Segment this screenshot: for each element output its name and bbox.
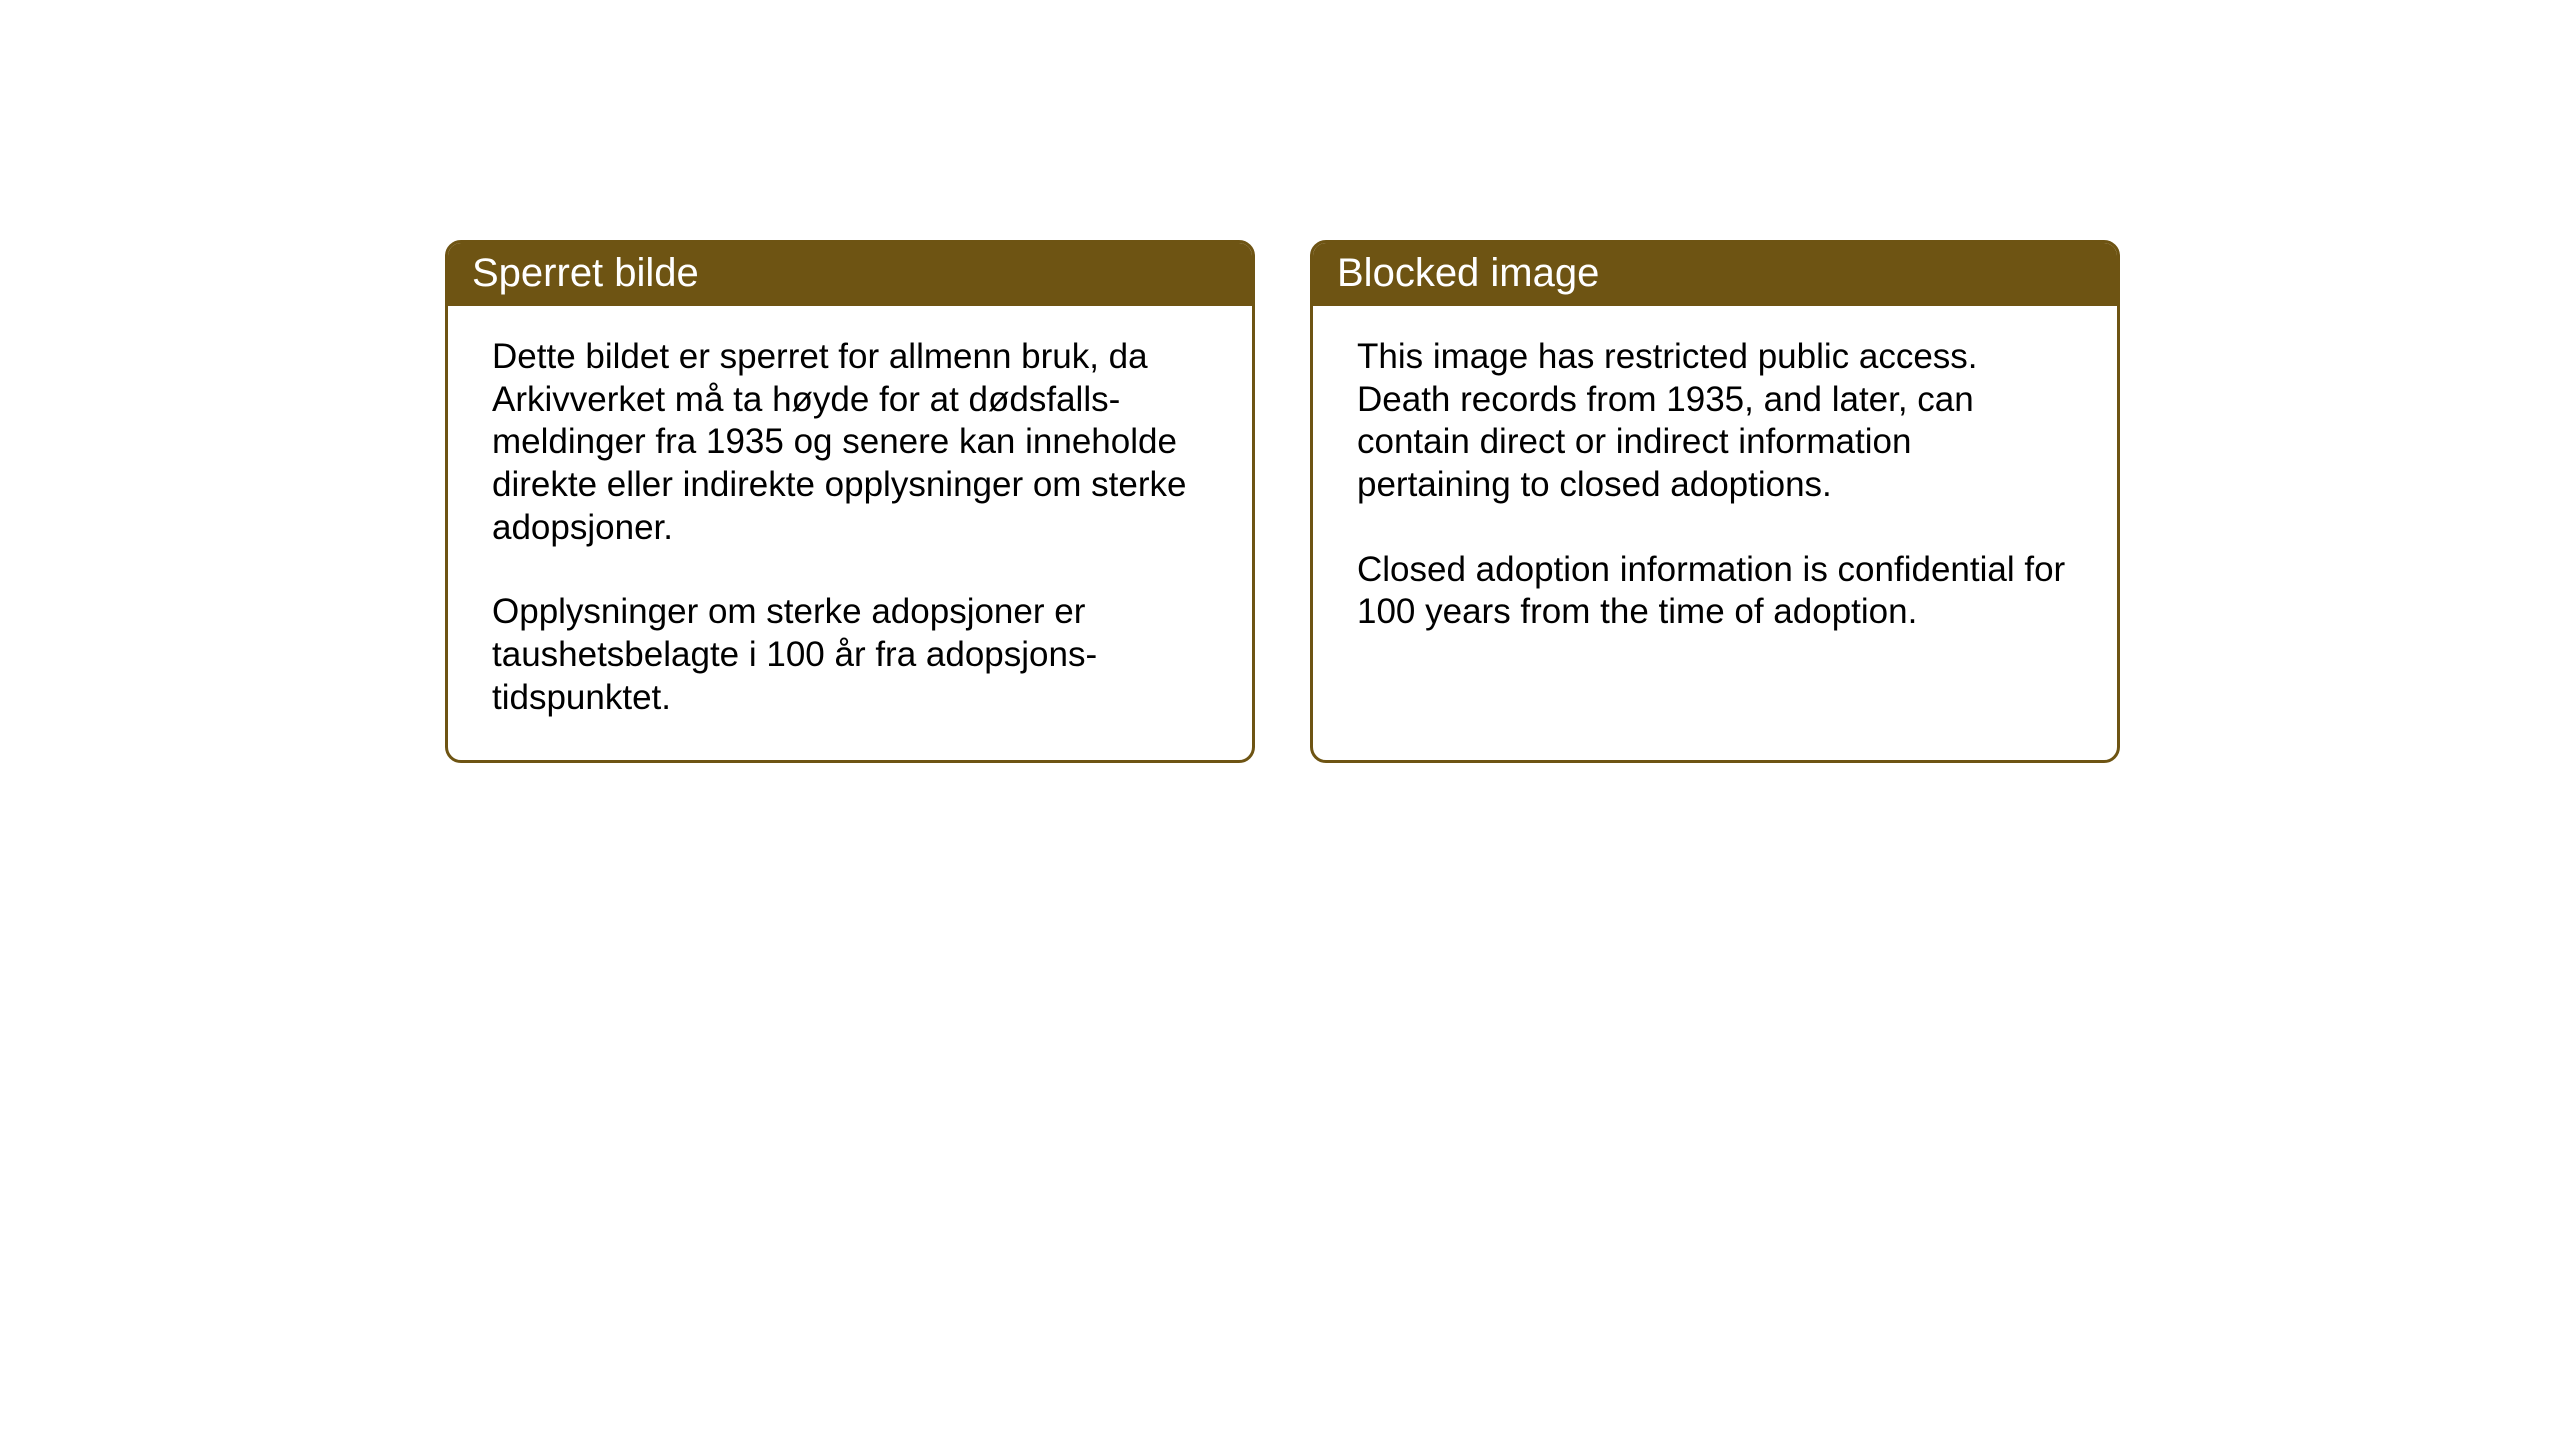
english-paragraph-1: This image has restricted public access.… bbox=[1357, 336, 2073, 507]
norwegian-paragraph-2: Opplysninger om sterke adopsjoner er tau… bbox=[492, 591, 1208, 719]
english-message-box: Blocked image This image has restricted … bbox=[1310, 240, 2120, 763]
norwegian-message-box: Sperret bilde Dette bildet er sperret fo… bbox=[445, 240, 1255, 763]
english-message-title: Blocked image bbox=[1313, 243, 2117, 306]
norwegian-message-title: Sperret bilde bbox=[448, 243, 1252, 306]
notice-container: Sperret bilde Dette bildet er sperret fo… bbox=[445, 240, 2120, 763]
norwegian-message-body: Dette bildet er sperret for allmenn bruk… bbox=[448, 306, 1252, 760]
english-message-body: This image has restricted public access.… bbox=[1313, 306, 2117, 674]
norwegian-paragraph-1: Dette bildet er sperret for allmenn bruk… bbox=[492, 336, 1208, 549]
english-paragraph-2: Closed adoption information is confident… bbox=[1357, 549, 2073, 634]
